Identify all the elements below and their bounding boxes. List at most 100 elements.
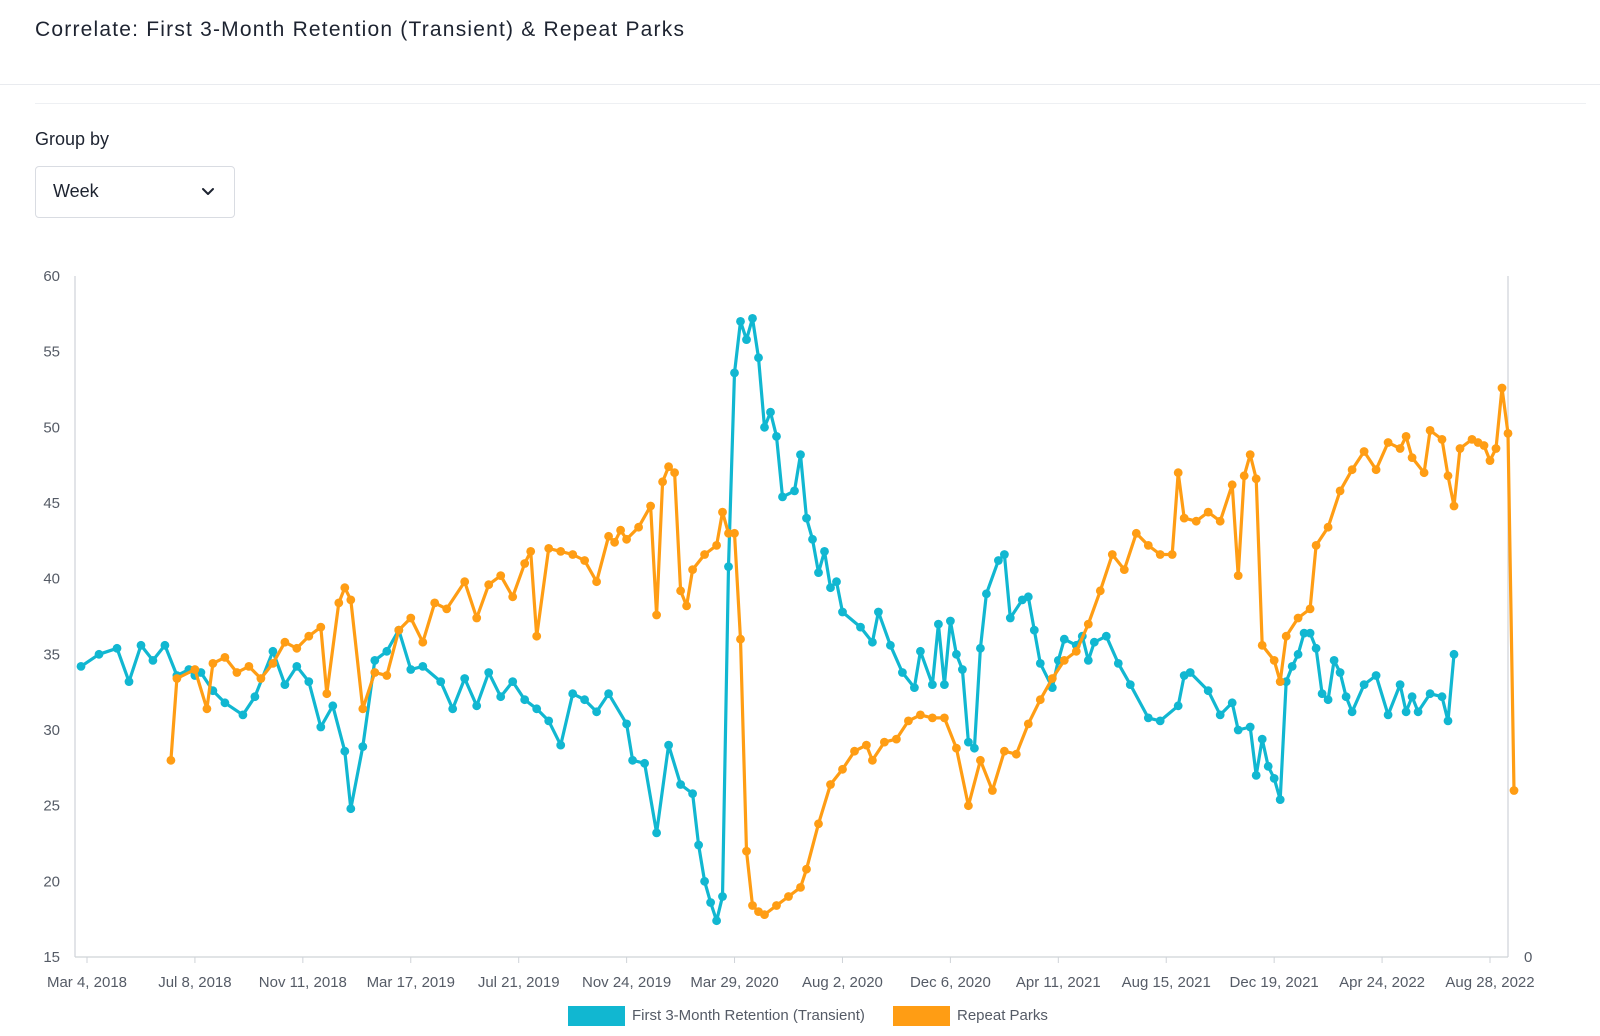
x-tick-label: Apr 24, 2022 <box>1339 974 1425 990</box>
data-point-repeat-parks <box>1455 444 1465 453</box>
x-tick-label: Mar 29, 2020 <box>690 974 778 990</box>
data-point-repeat-parks <box>928 713 937 723</box>
data-point-repeat-parks <box>826 780 835 789</box>
data-point-retention <box>934 619 943 629</box>
data-point-retention <box>1000 550 1009 559</box>
data-point-retention <box>346 804 356 814</box>
data-point-repeat-parks <box>760 910 769 919</box>
data-point-repeat-parks <box>952 743 961 753</box>
data-point-retention <box>280 680 290 689</box>
data-point-repeat-parks <box>394 625 404 635</box>
data-point-retention <box>772 432 781 441</box>
group-by-select[interactable]: Week <box>35 166 235 218</box>
x-tick-label: Dec 6, 2020 <box>910 974 991 990</box>
data-point-repeat-parks <box>346 595 356 605</box>
data-point-retention <box>1269 774 1279 783</box>
data-point-retention <box>1023 592 1033 602</box>
data-point-retention <box>766 407 775 417</box>
data-point-retention <box>1443 716 1453 726</box>
data-point-retention <box>1125 680 1135 689</box>
data-point-repeat-parks <box>1485 456 1495 465</box>
data-point-retention <box>124 677 134 686</box>
data-point-retention <box>706 898 715 907</box>
data-point-repeat-parks <box>742 846 751 856</box>
data-point-repeat-parks <box>292 643 302 653</box>
data-point-retention <box>1257 734 1267 744</box>
data-point-repeat-parks <box>670 468 679 478</box>
data-point-retention <box>898 668 907 677</box>
data-point-repeat-parks <box>1035 695 1045 705</box>
data-point-retention <box>1305 628 1315 638</box>
data-point-repeat-parks <box>616 525 625 535</box>
data-point-repeat-parks <box>838 764 847 774</box>
data-point-retention <box>778 492 787 502</box>
data-point-retention <box>406 665 416 674</box>
data-point-repeat-parks <box>1269 656 1279 665</box>
data-point-repeat-parks <box>1401 432 1411 441</box>
data-point-repeat-parks <box>322 689 332 699</box>
data-point-retention <box>1185 668 1195 677</box>
group-by-value: Week <box>53 181 99 201</box>
data-point-repeat-parks <box>862 740 871 750</box>
data-point-repeat-parks <box>1383 438 1393 447</box>
data-point-repeat-parks <box>784 892 793 901</box>
y-tick-label: 30 <box>43 722 60 739</box>
data-point-repeat-parks <box>1371 465 1381 475</box>
data-point-retention <box>1089 637 1099 647</box>
data-point-repeat-parks <box>1059 656 1069 665</box>
data-point-repeat-parks <box>772 901 781 910</box>
data-point-retention <box>916 646 925 656</box>
data-point-repeat-parks <box>496 571 506 580</box>
data-point-retention <box>1317 689 1327 699</box>
data-point-retention <box>268 646 278 656</box>
data-point-repeat-parks <box>370 668 380 677</box>
data-point-retention <box>1143 713 1153 723</box>
data-point-retention <box>382 646 392 656</box>
data-point-repeat-parks <box>658 477 667 487</box>
data-point-retention <box>712 916 721 926</box>
data-point-retention <box>790 486 799 496</box>
data-point-retention <box>1083 656 1093 665</box>
data-point-repeat-parks <box>1083 619 1093 629</box>
y-tick-label: 35 <box>43 646 60 663</box>
data-point-repeat-parks <box>1425 426 1435 435</box>
data-point-retention <box>730 368 739 378</box>
data-point-retention <box>1407 692 1417 702</box>
data-point-retention <box>1401 707 1411 717</box>
data-point-retention <box>508 677 518 686</box>
legend-swatch-repeat-parks <box>893 1006 950 1026</box>
data-point-repeat-parks <box>1323 522 1333 532</box>
data-point-retention <box>292 662 302 671</box>
data-point-retention <box>1275 795 1285 804</box>
data-point-retention <box>724 562 733 571</box>
data-point-retention <box>748 314 757 323</box>
data-point-repeat-parks <box>796 883 805 892</box>
data-point-repeat-parks <box>676 586 685 596</box>
data-point-repeat-parks <box>1107 550 1117 559</box>
data-point-repeat-parks <box>712 541 721 550</box>
data-point-retention <box>304 677 314 686</box>
data-point-repeat-parks <box>460 577 470 587</box>
data-point-retention <box>664 740 673 750</box>
x-tick-label: Jul 21, 2019 <box>478 974 560 990</box>
data-point-retention <box>1029 625 1039 635</box>
data-point-repeat-parks <box>472 613 482 623</box>
data-point-retention <box>112 643 122 653</box>
data-point-retention <box>220 698 230 708</box>
data-point-repeat-parks <box>1479 441 1489 450</box>
x-tick-label: Mar 17, 2019 <box>367 974 455 990</box>
data-point-retention <box>484 668 494 677</box>
data-point-repeat-parks <box>520 559 530 568</box>
data-point-repeat-parks <box>904 716 913 726</box>
legend-swatch-retention <box>568 1006 625 1026</box>
data-point-retention <box>1293 649 1303 659</box>
data-point-retention <box>1215 710 1225 720</box>
data-point-retention <box>418 662 428 671</box>
data-point-repeat-parks <box>1335 486 1345 496</box>
data-point-retention <box>802 513 811 523</box>
data-point-repeat-parks <box>442 604 452 614</box>
x-tick-label: Mar 4, 2018 <box>47 974 127 990</box>
data-point-retention <box>628 755 637 765</box>
data-point-retention <box>1245 722 1255 732</box>
data-point-retention <box>316 722 326 732</box>
